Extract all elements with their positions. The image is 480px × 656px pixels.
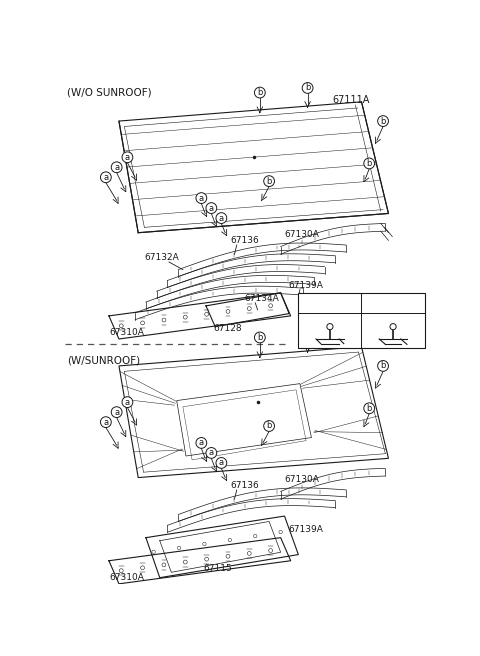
Text: b: b (367, 404, 372, 413)
Circle shape (302, 327, 313, 338)
Text: a: a (219, 214, 224, 222)
Circle shape (196, 438, 207, 448)
Text: a: a (209, 203, 214, 213)
Text: a: a (125, 398, 130, 407)
Text: b: b (380, 117, 386, 125)
Circle shape (253, 535, 257, 538)
Circle shape (120, 324, 123, 328)
Circle shape (100, 417, 111, 428)
Circle shape (111, 162, 122, 173)
Circle shape (162, 563, 166, 567)
Text: a: a (219, 459, 224, 468)
Circle shape (264, 176, 275, 186)
Circle shape (122, 152, 133, 163)
Circle shape (216, 213, 227, 224)
Circle shape (226, 310, 230, 314)
Circle shape (183, 316, 187, 319)
Text: 67128: 67128 (214, 325, 242, 333)
Circle shape (216, 458, 227, 468)
Text: a: a (125, 153, 130, 162)
Text: a: a (103, 418, 108, 426)
Circle shape (254, 332, 265, 343)
Circle shape (247, 306, 251, 310)
Circle shape (247, 552, 251, 556)
Circle shape (203, 543, 206, 546)
Circle shape (364, 158, 374, 169)
Text: (W/SUNROOF): (W/SUNROOF) (67, 355, 141, 365)
Circle shape (264, 420, 275, 432)
Text: b: b (367, 159, 372, 168)
Circle shape (100, 172, 111, 182)
Circle shape (269, 548, 273, 552)
Text: (W/O SUNROOF): (W/O SUNROOF) (67, 88, 152, 98)
Circle shape (363, 298, 372, 308)
Circle shape (122, 397, 133, 407)
Text: 67310A: 67310A (109, 573, 144, 582)
Text: b: b (266, 176, 272, 186)
Circle shape (254, 87, 265, 98)
Text: a: a (199, 194, 204, 203)
Text: 67136: 67136 (230, 481, 259, 490)
Circle shape (302, 83, 313, 93)
Text: 67134A: 67134A (244, 294, 279, 302)
Circle shape (177, 546, 180, 550)
Circle shape (301, 298, 311, 308)
Text: a: a (114, 163, 119, 172)
Text: 67139A: 67139A (288, 525, 323, 535)
Text: 67130A: 67130A (285, 230, 319, 239)
Text: 67115: 67115 (204, 564, 232, 573)
Circle shape (378, 361, 388, 371)
Circle shape (390, 323, 396, 330)
Circle shape (183, 560, 187, 564)
Circle shape (226, 554, 230, 558)
Text: b: b (266, 422, 272, 430)
Text: 67111A: 67111A (332, 340, 370, 350)
Text: b: b (365, 298, 371, 307)
Text: 67136: 67136 (230, 236, 259, 245)
Circle shape (141, 566, 144, 569)
Circle shape (152, 550, 156, 554)
Text: 67113A: 67113A (312, 298, 347, 307)
Text: a: a (103, 173, 108, 182)
Text: b: b (380, 361, 386, 371)
Circle shape (269, 304, 273, 308)
Text: b: b (305, 328, 310, 337)
Circle shape (378, 115, 388, 127)
Text: a: a (199, 438, 204, 447)
Text: 67310A: 67310A (109, 328, 144, 337)
Circle shape (204, 557, 208, 561)
Circle shape (120, 569, 123, 573)
Text: 67130A: 67130A (285, 475, 319, 483)
Circle shape (279, 531, 282, 534)
Text: b: b (257, 88, 263, 97)
Text: 67111A: 67111A (332, 95, 370, 105)
Circle shape (228, 539, 231, 542)
Circle shape (206, 447, 217, 459)
Circle shape (364, 403, 374, 414)
Circle shape (327, 323, 333, 330)
Circle shape (111, 407, 122, 417)
Circle shape (196, 193, 207, 203)
Text: a: a (303, 298, 309, 307)
Text: 67117A: 67117A (374, 298, 408, 307)
Text: 67132A: 67132A (144, 253, 179, 262)
Text: 67139A: 67139A (288, 281, 323, 289)
Circle shape (206, 203, 217, 213)
Text: a: a (114, 407, 119, 417)
Text: b: b (305, 83, 310, 92)
Bar (299, 293, 425, 348)
Circle shape (141, 321, 144, 325)
Circle shape (162, 318, 166, 322)
Text: a: a (209, 449, 214, 457)
Text: b: b (257, 333, 263, 342)
Circle shape (204, 312, 208, 316)
